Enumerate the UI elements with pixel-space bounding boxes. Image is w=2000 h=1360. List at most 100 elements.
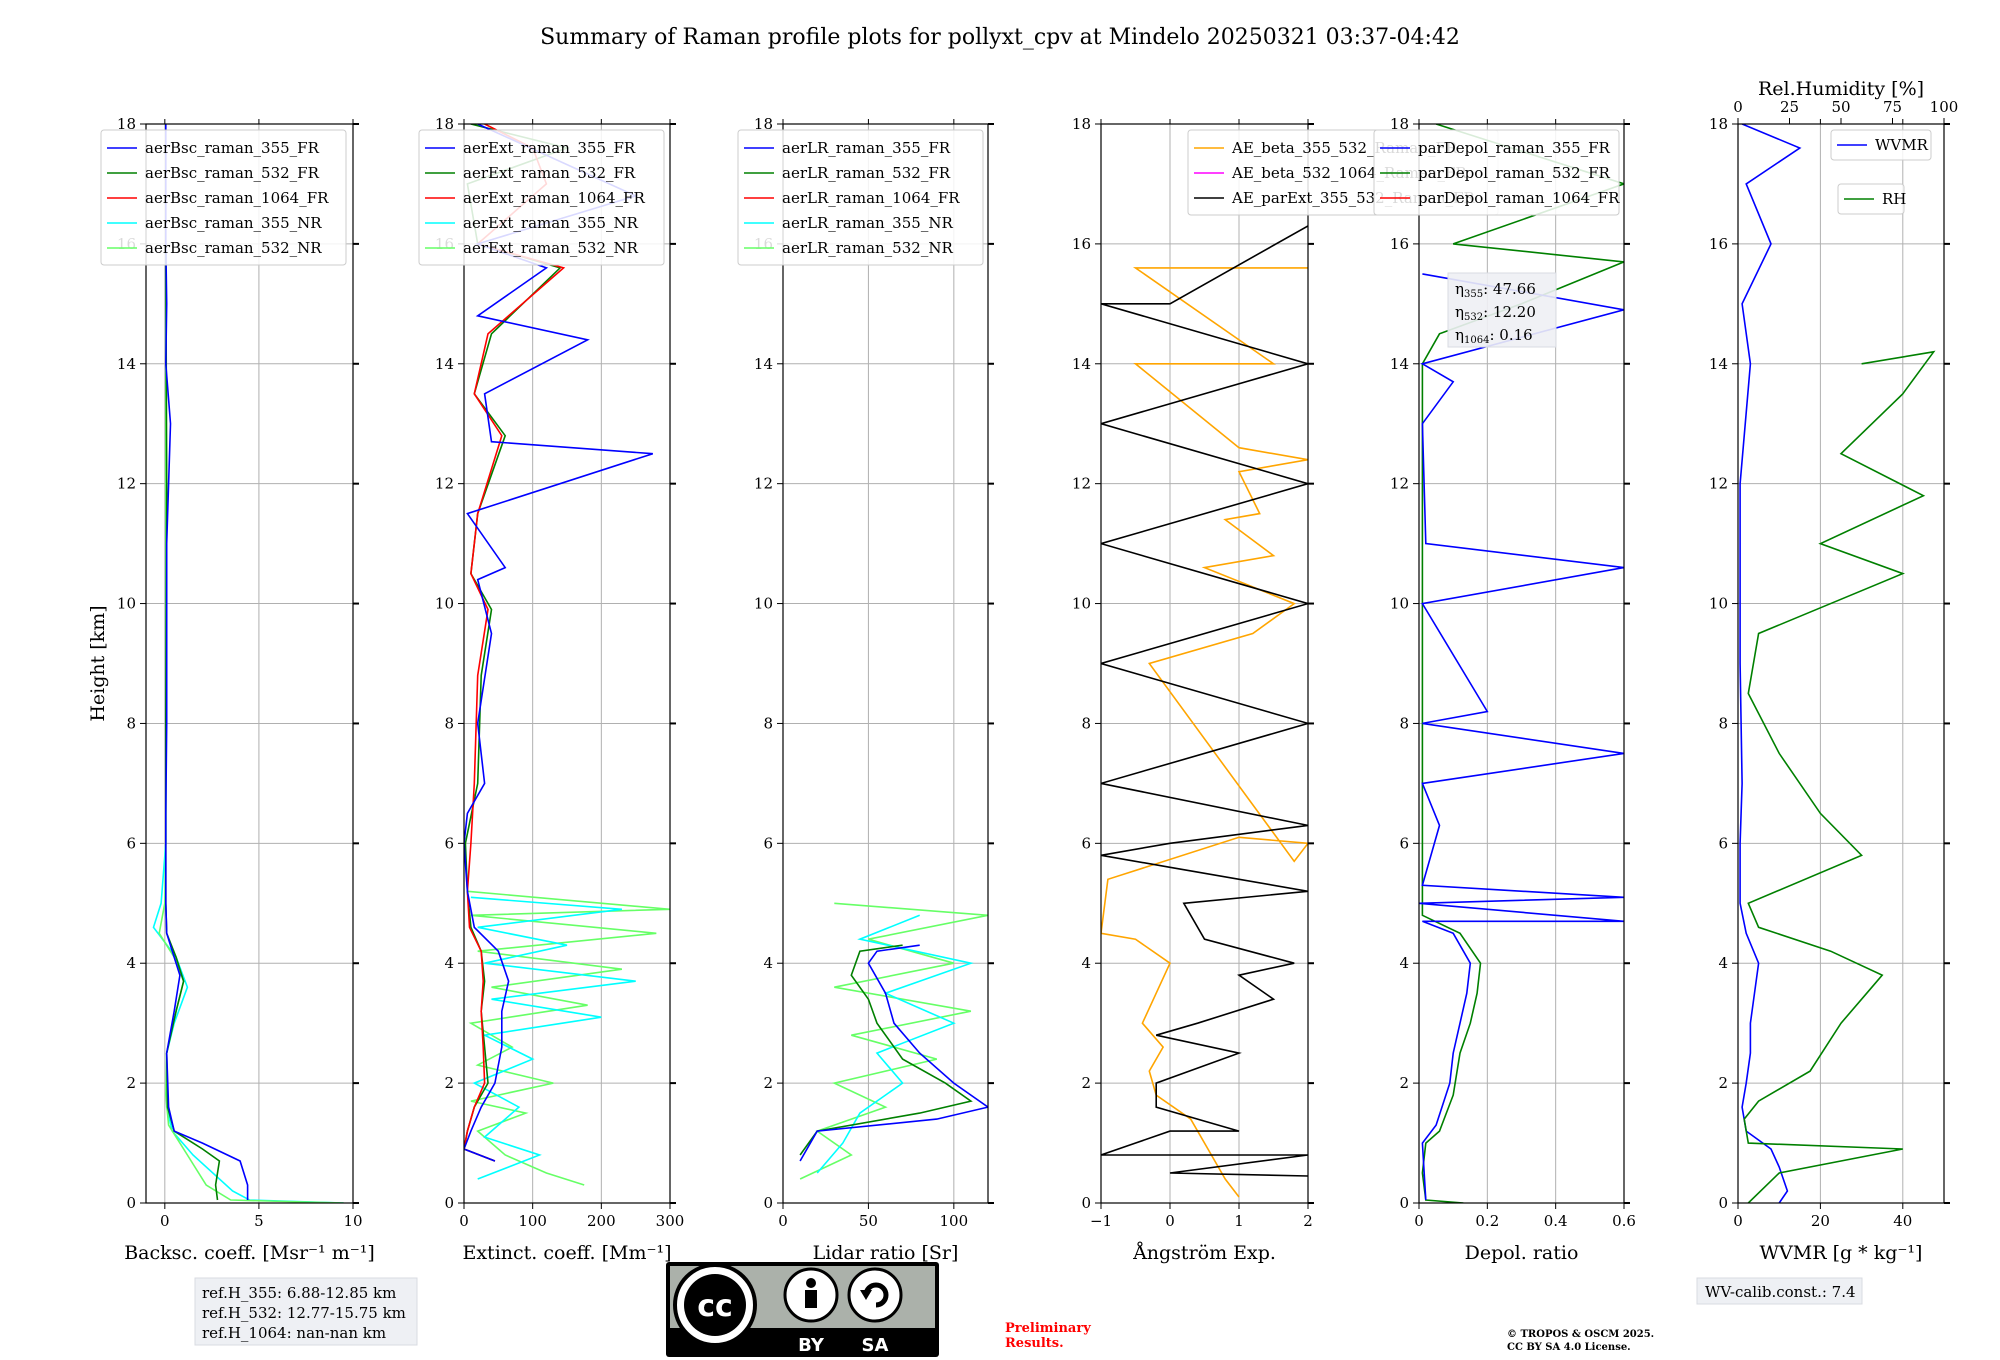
legend-label: aerExt_raman_532_FR (463, 164, 636, 182)
ref-h-355: ref.H_355: 6.88-12.85 km (202, 1284, 396, 1302)
y-tick-label: 8 (444, 714, 454, 732)
figure-title: Summary of Raman profile plots for polly… (540, 25, 1460, 50)
y-tick-label: 10 (754, 595, 773, 613)
y-tick-label: 12 (117, 475, 136, 493)
legend-label: aerBsc_raman_355_FR (145, 139, 320, 157)
eta-value: η1064: 0.16 (1455, 326, 1533, 346)
series-aerExt_raman_355_NR (470, 896, 636, 1180)
y-tick-label: 10 (435, 595, 454, 613)
x-tick-label: 20 (1811, 1212, 1830, 1230)
x-axis-label: Lidar ratio [Sr] (813, 1242, 959, 1264)
eta-annotation-box: η355: 47.66 η532: 12.20 η1064: 0.16 (1447, 272, 1557, 348)
series-RH (1743, 350, 1936, 1203)
panel-backscatter: 0510024681012141618Backsc. coeff. [Msr⁻¹… (87, 115, 375, 1264)
wv-calib-text: WV-calib.const.: 7.4 (1705, 1283, 1856, 1301)
series-group (799, 902, 988, 1180)
legend-label: aerBsc_raman_532_NR (145, 239, 322, 257)
cc-license-badge: cc BY SA (666, 1262, 939, 1357)
ref-h-1064: ref.H_1064: nan-nan km (202, 1324, 386, 1342)
y-tick-label: 18 (117, 115, 136, 133)
series-aerExt_raman_532_NR (467, 890, 670, 1186)
series-group (1419, 124, 1624, 1203)
top-x-tick-label: 25 (1780, 98, 1799, 116)
legend-label: aerLR_raman_532_FR (782, 164, 951, 182)
legend-label: aerExt_raman_532_NR (463, 239, 639, 257)
legend-label: aerLR_raman_1064_FR (782, 189, 960, 207)
y-tick-label: 8 (126, 714, 136, 732)
legend-box (418, 129, 665, 266)
x-tick-label: 0 (778, 1212, 788, 1230)
y-tick-label: 16 (1390, 235, 1409, 253)
legend-label: WVMR (1875, 136, 1929, 154)
y-tick-label: 4 (763, 954, 773, 972)
annotation-box (1447, 272, 1557, 348)
copyright-line-1: © TROPOS & OSCM 2025. (1507, 1329, 1654, 1340)
legend: aerBsc_raman_355_FR aerBsc_raman_532_FRae… (100, 129, 347, 266)
y-tick-label: 6 (126, 834, 136, 852)
axes-frame (145, 123, 354, 1204)
panels: 0510024681012141618Backsc. coeff. [Msr⁻¹… (87, 78, 1958, 1264)
legend-label: parDepol_raman_355_FR (1418, 139, 1611, 157)
series-aerLR_raman_355_NR (816, 914, 974, 1174)
legend-box (1373, 129, 1620, 216)
top-x-tick-label: 50 (1831, 98, 1850, 116)
series-aerExt_raman_355_FR (464, 124, 654, 1162)
x-tick-label: 0.4 (1544, 1212, 1568, 1230)
series-aerLR_raman_532_FR (799, 944, 973, 1156)
series-aerExt_raman_1064_FR (464, 124, 566, 1162)
x-tick-label: 0 (160, 1212, 170, 1230)
x-axis-label: Ångström Exp. (1132, 1242, 1276, 1264)
y-tick-label: 14 (1709, 355, 1728, 373)
y-tick-label: 4 (1081, 954, 1091, 972)
axes-frame (1418, 123, 1625, 1204)
legend-label: aerExt_raman_1064_FR (463, 189, 645, 207)
top-x-axis-label: Rel.Humidity [%] (1758, 78, 1924, 100)
x-tick-label: 50 (859, 1212, 878, 1230)
y-tick-label: 18 (754, 115, 773, 133)
wv-calib-box: WV-calib.const.: 7.4 (1696, 1277, 1863, 1305)
y-tick-label: 2 (126, 1074, 136, 1092)
y-tick-label: 8 (763, 714, 773, 732)
y-tick-label: 14 (754, 355, 773, 373)
y-tick-label: 2 (1081, 1074, 1091, 1092)
series-aerBsc_raman_355_FR (164, 124, 249, 1200)
legend: aerLR_raman_355_FR aerLR_raman_532_FR aerL… (737, 129, 984, 266)
y-tick-label: 6 (763, 834, 773, 852)
ref-h-532: ref.H_532: 12.77-15.75 km (202, 1304, 406, 1322)
series-group (1739, 124, 1936, 1203)
x-tick-label: 300 (656, 1212, 685, 1230)
legend-label: aerBsc_raman_355_NR (145, 214, 322, 232)
x-tick-label: 10 (343, 1212, 362, 1230)
panel-depol: 0 0.2 0.4 0.6 0 2 4 6 8 10 12 14 16 18 Depol. ratio par… (1373, 115, 1636, 1264)
series-aerLR_raman_355_FR (799, 944, 988, 1162)
series-group (152, 124, 344, 1203)
legend-entry: RH (1837, 183, 1906, 215)
y-tick-label: 8 (1718, 714, 1728, 732)
y-tick-label: 6 (1081, 834, 1091, 852)
x-axis-label: Extinct. coeff. [Mm⁻¹] (462, 1242, 671, 1264)
x-tick-label: 100 (518, 1212, 547, 1230)
legend: aerExt_raman_355_FR aerExt_raman_532_FRae… (418, 129, 665, 266)
sa-label: SA (862, 1335, 889, 1356)
y-tick-label: 18 (1709, 115, 1728, 133)
legend-label: aerLR_raman_355_FR (782, 139, 951, 157)
panel-lidar_ratio: 050100024681012141618Lidar ratio [Sr]aer… (737, 115, 994, 1264)
legend-label: aerBsc_raman_1064_FR (145, 189, 329, 207)
y-tick-label: 6 (444, 834, 454, 852)
y-tick-label: 2 (763, 1074, 773, 1092)
y-tick-label: 14 (1390, 355, 1409, 373)
x-tick-label: 40 (1893, 1212, 1912, 1230)
series-group (1101, 225, 1308, 1198)
x-axis-label: Backsc. coeff. [Msr⁻¹ m⁻¹] (124, 1242, 375, 1264)
axes-frame (1737, 123, 1945, 1204)
reference-height-box: ref.H_355: 6.88-12.85 km ref.H_532: 12.7… (194, 1277, 418, 1346)
eta-value: η532: 12.20 (1455, 303, 1536, 323)
x-tick-label: 0 (1165, 1212, 1175, 1230)
legend-box (100, 129, 347, 266)
y-tick-label: 12 (1390, 475, 1409, 493)
axes-frame (782, 123, 989, 1204)
preliminary-line-2: Results. (1005, 1336, 1064, 1351)
legend-label: aerExt_raman_355_FR (463, 139, 636, 157)
